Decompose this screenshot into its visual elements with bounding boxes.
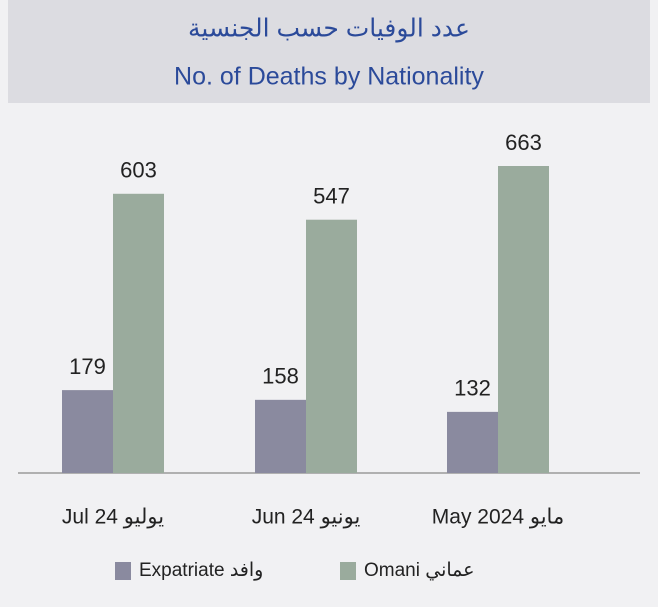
x-tick-label: Jun 24 يونيو [252, 506, 361, 529]
value-label: 547 [313, 184, 350, 209]
legend-label: Expatriate وافد [139, 560, 263, 581]
value-label: 663 [505, 130, 542, 155]
legend-swatch [115, 562, 131, 580]
chart-subtitle: No. of Deaths by Nationality [174, 63, 484, 91]
bar [447, 411, 498, 473]
bar [113, 193, 164, 473]
bar [306, 219, 357, 473]
legend-swatch [340, 562, 356, 580]
x-tick-label: Jul 24 يوليو [62, 506, 164, 529]
bar [498, 166, 549, 473]
title-band [8, 0, 650, 103]
chart-title: عدد الوفيات حسب الجنسية [188, 15, 470, 43]
x-tick-label: May 2024 مايو [432, 506, 564, 529]
value-label: 158 [262, 364, 299, 389]
value-label: 179 [69, 354, 106, 379]
legend-label: Omani عماني [364, 560, 475, 581]
value-label: 132 [454, 376, 491, 401]
bar [62, 390, 113, 473]
bar [255, 399, 306, 473]
value-label: 603 [120, 158, 157, 183]
